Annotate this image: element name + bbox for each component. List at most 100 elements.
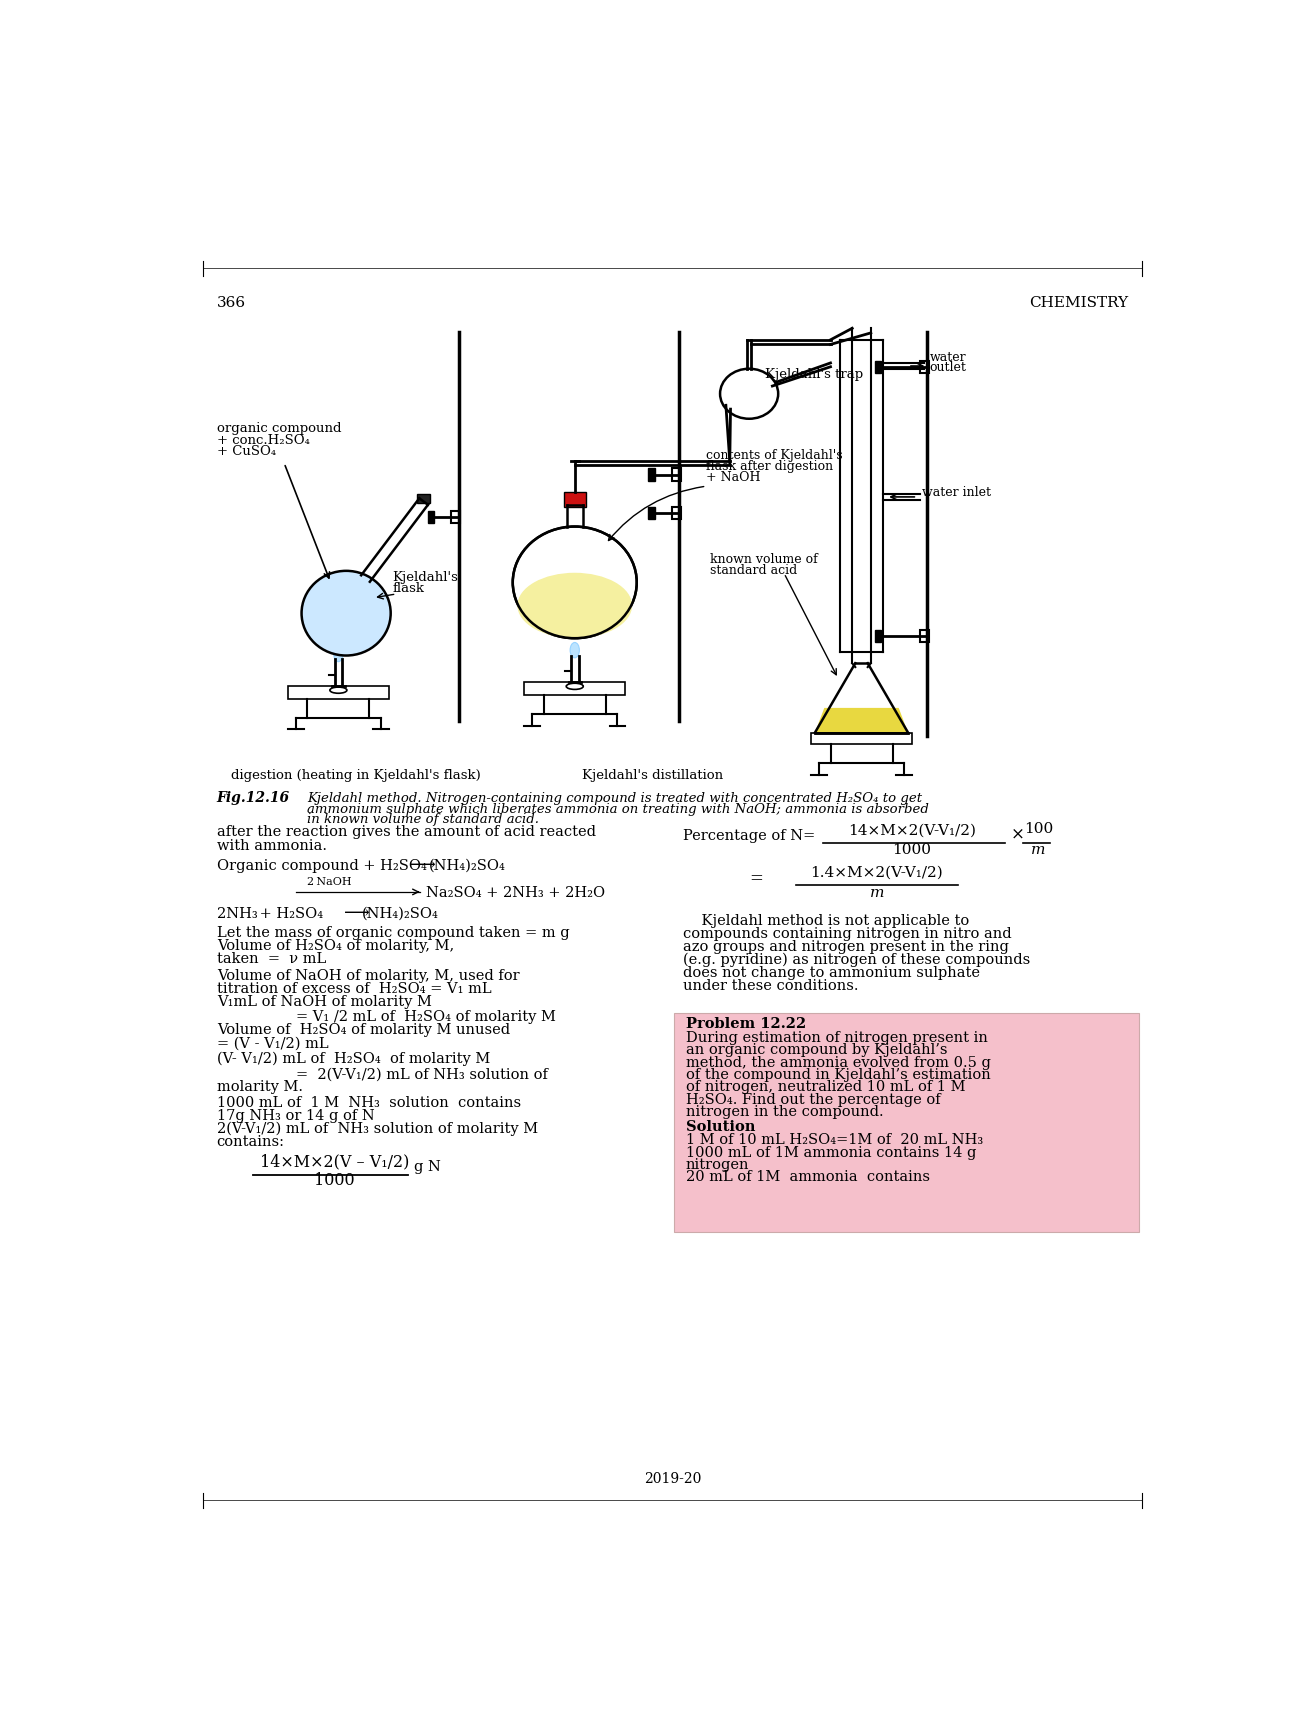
Text: (NH₄)₂SO₄: (NH₄)₂SO₄ [362, 907, 438, 921]
Text: 1000: 1000 [314, 1172, 354, 1189]
Text: contains:: contains: [216, 1135, 285, 1148]
Text: (V- V₁/2) mL of  H₂SO₄  of molarity M: (V- V₁/2) mL of H₂SO₄ of molarity M [216, 1051, 489, 1066]
Text: titration of excess of  H₂SO₄ = V₁ mL: titration of excess of H₂SO₄ = V₁ mL [216, 981, 491, 996]
Text: does not change to ammonium sulphate: does not change to ammonium sulphate [684, 966, 980, 981]
Text: (e.g. pyridine) as nitrogen of these compounds: (e.g. pyridine) as nitrogen of these com… [684, 954, 1030, 967]
Text: nitrogen in the compound.: nitrogen in the compound. [686, 1106, 883, 1119]
Text: 20 mL of 1M  ammonia  contains: 20 mL of 1M ammonia contains [686, 1171, 930, 1184]
Ellipse shape [571, 643, 580, 658]
Text: under these conditions.: under these conditions. [684, 979, 859, 993]
Text: standard acid: standard acid [710, 564, 798, 578]
Text: H₂SO₄. Find out the percentage of: H₂SO₄. Find out the percentage of [686, 1092, 941, 1107]
Text: ×: × [1012, 825, 1025, 843]
Text: + NaOH: + NaOH [706, 470, 761, 484]
Text: = V₁ /2 mL of  H₂SO₄ of molarity M: = V₁ /2 mL of H₂SO₄ of molarity M [295, 1010, 555, 1024]
Text: Volume of NaOH of molarity, M, used for: Volume of NaOH of molarity, M, used for [216, 969, 520, 983]
Text: compounds containing nitrogen in nitro and: compounds containing nitrogen in nitro a… [684, 926, 1012, 942]
Text: 2 NaOH: 2 NaOH [307, 877, 352, 887]
Text: ⟶: ⟶ [344, 904, 370, 923]
Bar [428, 511, 434, 523]
Text: water: water [930, 350, 967, 364]
Text: 366: 366 [216, 296, 245, 309]
Text: Fig.12.16: Fig.12.16 [216, 791, 290, 805]
Text: =: = [749, 870, 764, 887]
Bar [648, 508, 655, 520]
Ellipse shape [302, 571, 391, 656]
Bar [920, 361, 929, 373]
FancyBboxPatch shape [417, 494, 430, 502]
Text: method, the ammonia evolved from 0.5 g: method, the ammonia evolved from 0.5 g [686, 1056, 991, 1070]
Text: g N: g N [415, 1160, 441, 1174]
Text: 2019-20: 2019-20 [644, 1471, 701, 1487]
Text: Problem 12.22: Problem 12.22 [686, 1017, 806, 1031]
Bar [875, 361, 880, 373]
Text: 1.4×M×2(V-V₁/2): 1.4×M×2(V-V₁/2) [811, 865, 943, 880]
Bar [648, 468, 655, 480]
Text: organic compound: organic compound [216, 422, 341, 436]
Text: Percentage of N=: Percentage of N= [684, 829, 816, 843]
Ellipse shape [720, 369, 778, 419]
Text: ammonium sulphate which liberates ammonia on treating with NaOH; ammonia is abso: ammonium sulphate which liberates ammoni… [307, 803, 929, 815]
Text: azo groups and nitrogen present in the ring: azo groups and nitrogen present in the r… [684, 940, 1009, 954]
Text: an organic compound by Kjeldahl’s: an organic compound by Kjeldahl’s [686, 1044, 947, 1058]
Text: of nitrogen, neutralized 10 mL of 1 M: of nitrogen, neutralized 10 mL of 1 M [686, 1080, 966, 1094]
Text: 17g NH₃ or 14 g of N: 17g NH₃ or 14 g of N [216, 1109, 374, 1123]
Text: V₁mL of NaOH of molarity M: V₁mL of NaOH of molarity M [216, 995, 432, 1008]
Bar [672, 468, 681, 480]
Text: + H₂SO₄: + H₂SO₄ [256, 907, 324, 921]
Text: nitrogen: nitrogen [686, 1159, 749, 1172]
Ellipse shape [567, 684, 584, 689]
Text: + CuSO₄: + CuSO₄ [216, 446, 276, 458]
Ellipse shape [513, 526, 636, 637]
Text: 2NH₃: 2NH₃ [216, 907, 257, 921]
Text: contents of Kjeldahl's: contents of Kjeldahl's [706, 449, 844, 461]
Text: 1000 mL of  1 M  NH₃  solution  contains: 1000 mL of 1 M NH₃ solution contains [216, 1095, 521, 1109]
Bar [451, 511, 461, 523]
Text: During estimation of nitrogen present in: During estimation of nitrogen present in [686, 1031, 988, 1046]
Text: after the reaction gives the amount of acid reacted: after the reaction gives the amount of a… [216, 825, 596, 839]
Text: m: m [1030, 843, 1044, 858]
Text: (NH₄)₂SO₄: (NH₄)₂SO₄ [429, 858, 506, 873]
Text: Kjeldahl's trap: Kjeldahl's trap [765, 369, 863, 381]
Polygon shape [815, 708, 908, 733]
Bar [289, 687, 388, 699]
Text: Kjeldahl's: Kjeldahl's [392, 571, 458, 584]
Text: in known volume of standard acid.: in known volume of standard acid. [307, 813, 539, 827]
Text: 14×M×2(V – V₁/2): 14×M×2(V – V₁/2) [260, 1154, 409, 1171]
Bar [920, 631, 929, 643]
Bar [672, 508, 681, 520]
Text: Kjeldahl method is not applicable to: Kjeldahl method is not applicable to [684, 914, 970, 928]
Text: Organic compound + H₂SO₄: Organic compound + H₂SO₄ [216, 858, 426, 873]
Text: taken  =  ν mL: taken = ν mL [216, 952, 325, 966]
Text: outlet: outlet [930, 361, 967, 374]
Bar [525, 682, 625, 696]
Bar [674, 1013, 1139, 1232]
Text: with ammonia.: with ammonia. [216, 839, 327, 853]
Text: 100: 100 [1025, 822, 1054, 836]
Text: Solution: Solution [686, 1121, 754, 1135]
Text: Let the mass of organic compound taken = m g: Let the mass of organic compound taken =… [216, 926, 569, 940]
Ellipse shape [333, 646, 342, 661]
Bar [811, 733, 912, 743]
Text: ⟶: ⟶ [411, 856, 436, 873]
Ellipse shape [329, 687, 346, 694]
Text: known volume of: known volume of [710, 554, 819, 566]
Text: m: m [870, 885, 884, 899]
Text: Volume of  H₂SO₄ of molarity M unused: Volume of H₂SO₄ of molarity M unused [216, 1024, 510, 1037]
Text: = (V - V₁/2) mL: = (V - V₁/2) mL [216, 1036, 328, 1051]
Text: water inlet: water inlet [922, 485, 991, 499]
Text: of the compound in Kjeldahl’s estimation: of the compound in Kjeldahl’s estimation [686, 1068, 991, 1082]
Ellipse shape [517, 573, 632, 637]
Bar [564, 492, 585, 508]
Text: Volume of H₂SO₄ of molarity, M,: Volume of H₂SO₄ of molarity, M, [216, 938, 454, 952]
Text: digestion (heating in Kjeldahl's flask): digestion (heating in Kjeldahl's flask) [231, 769, 482, 781]
Text: Na₂SO₄ + 2NH₃ + 2H₂O: Na₂SO₄ + 2NH₃ + 2H₂O [426, 885, 605, 899]
Text: CHEMISTRY: CHEMISTRY [1029, 296, 1128, 309]
Text: flask after digestion: flask after digestion [706, 460, 833, 473]
Text: 2(V-V₁/2) mL of  NH₃ solution of molarity M: 2(V-V₁/2) mL of NH₃ solution of molarity… [216, 1121, 538, 1136]
Text: molarity M.: molarity M. [216, 1080, 303, 1094]
Text: flask: flask [392, 583, 425, 595]
Text: + conc.H₂SO₄: + conc.H₂SO₄ [216, 434, 310, 446]
Bar [875, 631, 880, 643]
Text: Kjeldahl's distillation: Kjeldahl's distillation [581, 769, 723, 781]
